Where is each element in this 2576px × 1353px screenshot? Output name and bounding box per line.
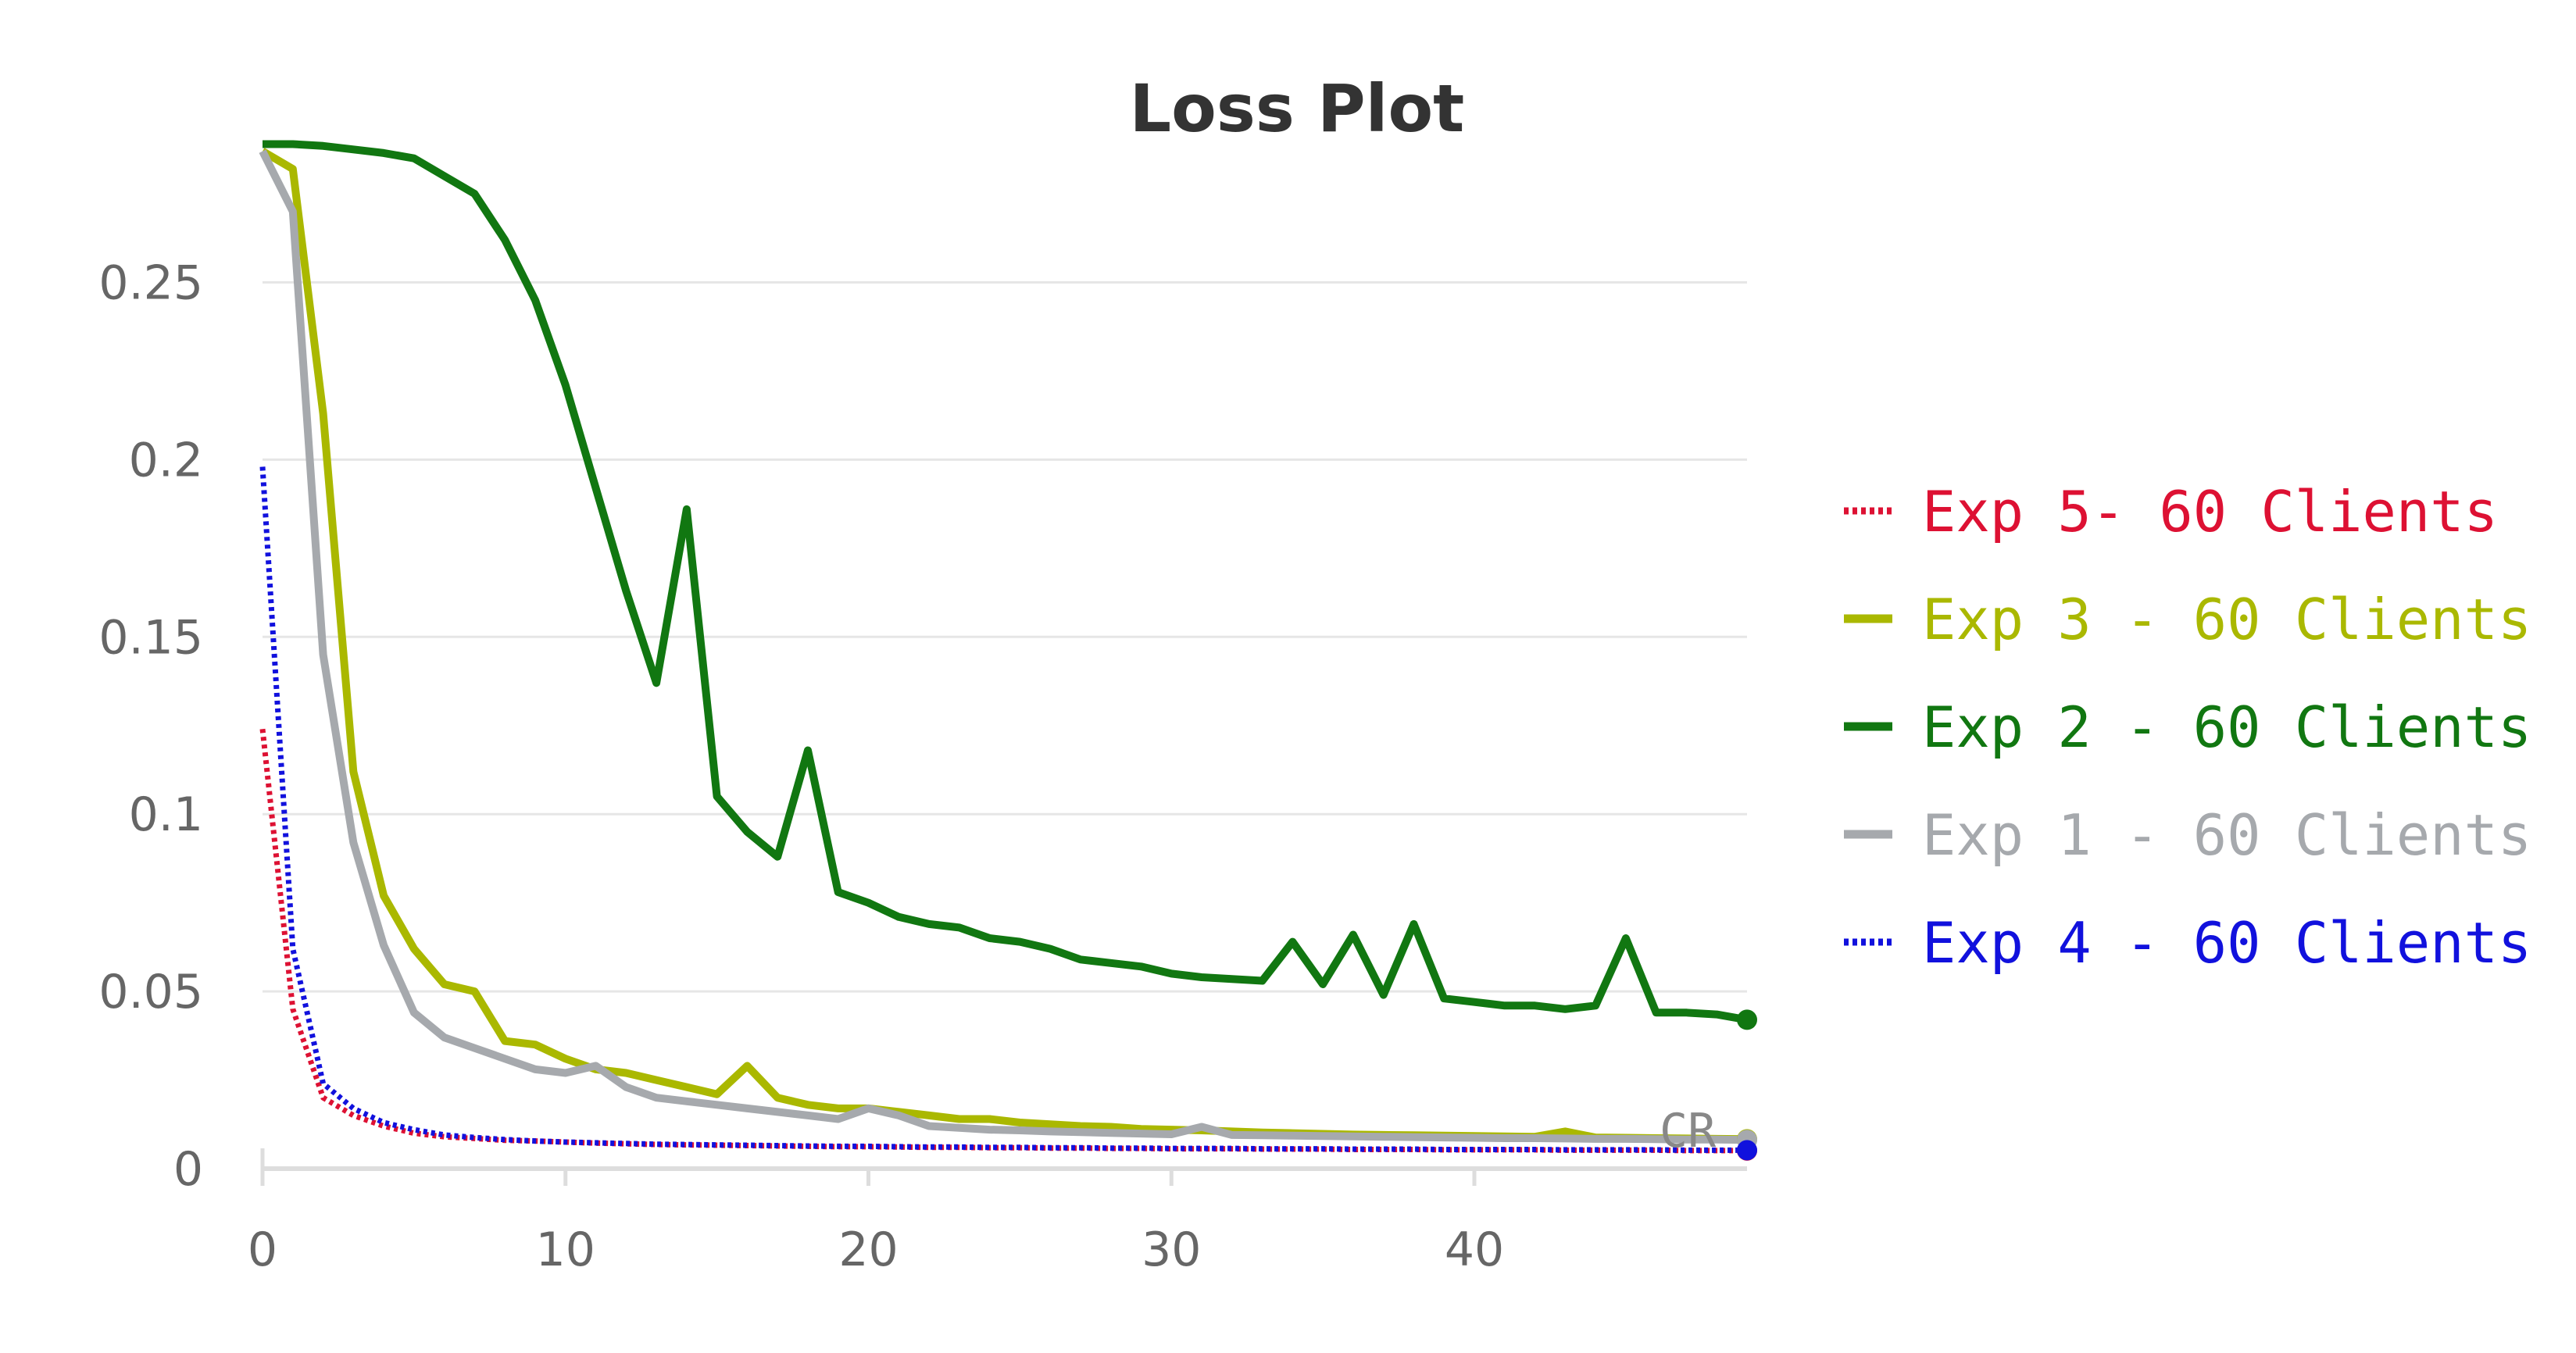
y-tick-label: 0.05 bbox=[98, 965, 203, 1019]
axes: 0 0.05 0.1 0.15 0.2 0.25 0 10 20 30 40 bbox=[98, 256, 1747, 1277]
series-lines bbox=[259, 140, 1757, 1161]
legend-label[interactable]: Exp 1 - 60 Clients bbox=[1922, 802, 2531, 868]
legend-label[interactable]: Exp 5- 60 Clients bbox=[1922, 479, 2498, 544]
series-endpoint-3 bbox=[1737, 1009, 1757, 1030]
chart-title: Loss Plot bbox=[1130, 70, 1465, 147]
series-line-3 bbox=[263, 140, 1748, 1024]
cr-annotation: CR bbox=[1660, 1104, 1717, 1158]
y-tick-label: 0 bbox=[173, 1142, 203, 1197]
y-tick-label: 0.1 bbox=[129, 787, 203, 842]
grid-lines bbox=[263, 281, 1747, 993]
x-tick-label: 30 bbox=[1142, 1223, 1201, 1277]
legend-label[interactable]: Exp 4 - 60 Clients bbox=[1922, 910, 2531, 976]
series-endpoint-5 bbox=[1737, 1140, 1757, 1161]
x-tick-label: 0 bbox=[248, 1223, 277, 1277]
x-tick-label: 20 bbox=[838, 1223, 898, 1277]
y-tick-label: 0.25 bbox=[98, 256, 203, 311]
legend[interactable]: Exp 5- 60 Clients Exp 3 - 60 Clients Exp 2… bbox=[1844, 479, 2531, 976]
y-tick-label: 0.2 bbox=[129, 433, 203, 487]
series-line-4 bbox=[259, 149, 1748, 1144]
y-tick-label: 0.15 bbox=[98, 610, 203, 665]
x-tick-label: 40 bbox=[1445, 1223, 1504, 1277]
legend-label[interactable]: Exp 3 - 60 Clients bbox=[1922, 587, 2531, 652]
legend-label[interactable]: Exp 2 - 60 Clients bbox=[1922, 694, 2531, 760]
series-line-5 bbox=[259, 466, 1747, 1153]
x-tick-label: 10 bbox=[536, 1223, 595, 1277]
